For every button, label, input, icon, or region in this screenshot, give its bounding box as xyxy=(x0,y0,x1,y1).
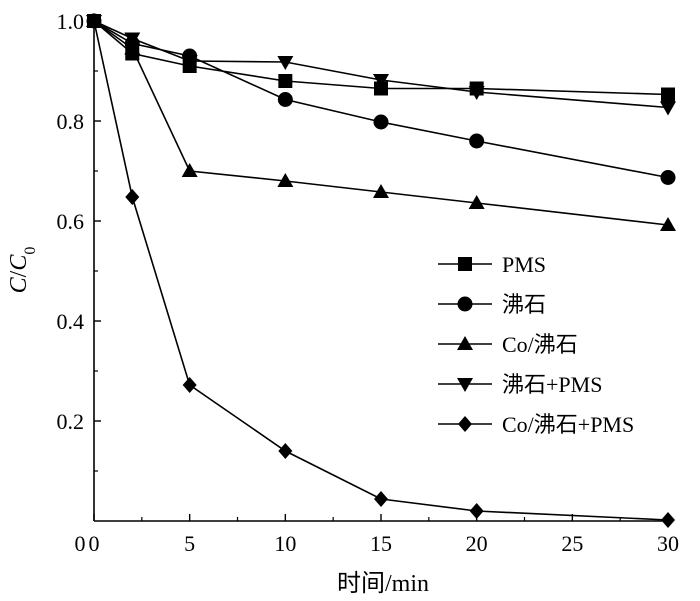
legend-marker xyxy=(458,416,472,432)
legend-marker xyxy=(457,296,473,312)
series-group xyxy=(87,13,675,528)
data-point xyxy=(181,163,198,177)
legend-marker xyxy=(457,336,473,350)
y-tick-label: 1.0 xyxy=(57,9,85,34)
x-tick-label: 30 xyxy=(657,531,679,556)
y-tick-label: 0.6 xyxy=(57,209,85,234)
data-point xyxy=(87,13,101,29)
legend-label: PMS xyxy=(502,252,546,277)
x-axis-label: 时间/min xyxy=(337,570,429,597)
legend-label: Co/沸石 xyxy=(502,332,578,357)
y-tick-label: 0.2 xyxy=(57,409,85,434)
data-point xyxy=(468,195,485,209)
series-line xyxy=(93,20,669,179)
data-point xyxy=(124,40,141,55)
data-point xyxy=(124,32,141,47)
x-tick-label: 5 xyxy=(184,531,195,556)
y-tick-label: 0.4 xyxy=(57,309,85,334)
legend-item: PMS xyxy=(438,252,546,277)
data-point xyxy=(660,101,676,116)
data-point xyxy=(661,87,675,102)
data-point xyxy=(469,503,484,519)
legend-label: Co/沸石+PMS xyxy=(502,412,634,437)
origin-tick-label: 0 xyxy=(75,531,86,556)
plot-frame xyxy=(93,21,668,522)
series-layer xyxy=(86,13,676,528)
legend-item: Co/沸石+PMS xyxy=(438,412,634,437)
y-axis-label-subscript: 0 xyxy=(22,247,39,255)
series-group xyxy=(86,13,676,185)
data-point xyxy=(468,86,485,100)
y-axis-label-main: C xyxy=(6,276,32,293)
series-line xyxy=(93,20,669,521)
x-tick-label: 10 xyxy=(274,531,296,556)
y-axis-label: C/C0 xyxy=(6,247,39,294)
data-point xyxy=(181,55,198,69)
y-axis-label-sep: / xyxy=(6,270,32,277)
y-axis-ticks: 0.2 0.4 0.6 0.8 1.0 0 xyxy=(57,9,101,556)
y-tick-label: 0.8 xyxy=(57,109,85,134)
data-point xyxy=(374,491,388,507)
legend-item: 沸石 xyxy=(438,292,546,317)
legend-marker xyxy=(457,378,473,392)
legend-item: 沸石+PMS xyxy=(438,372,602,397)
data-point xyxy=(660,170,676,185)
y-axis-label-sub-base: C xyxy=(6,254,32,271)
data-point xyxy=(660,217,676,231)
x-tick-label: 0 xyxy=(89,531,100,556)
data-point xyxy=(278,443,293,459)
data-point xyxy=(125,189,140,205)
x-tick-label: 15 xyxy=(370,531,392,556)
data-point xyxy=(182,377,197,393)
data-point xyxy=(278,74,293,88)
data-point xyxy=(374,81,388,96)
legend-label: 沸石+PMS xyxy=(502,372,602,397)
series-group xyxy=(86,15,676,116)
data-point xyxy=(277,56,294,70)
legend-marker xyxy=(458,257,472,271)
data-point xyxy=(373,74,389,88)
data-point xyxy=(373,184,389,198)
series-group xyxy=(87,14,675,102)
legend-item: Co/沸石 xyxy=(438,332,578,357)
data-point xyxy=(469,133,485,149)
legend-label: 沸石 xyxy=(502,292,546,317)
x-tick-label: 20 xyxy=(466,531,488,556)
data-point xyxy=(277,173,294,187)
data-point xyxy=(277,92,293,107)
x-axis-ticks: 0 5 10 15 20 25 30 xyxy=(89,514,679,556)
data-point xyxy=(373,114,389,130)
data-point xyxy=(661,512,675,528)
x-tick-label: 25 xyxy=(561,531,583,556)
